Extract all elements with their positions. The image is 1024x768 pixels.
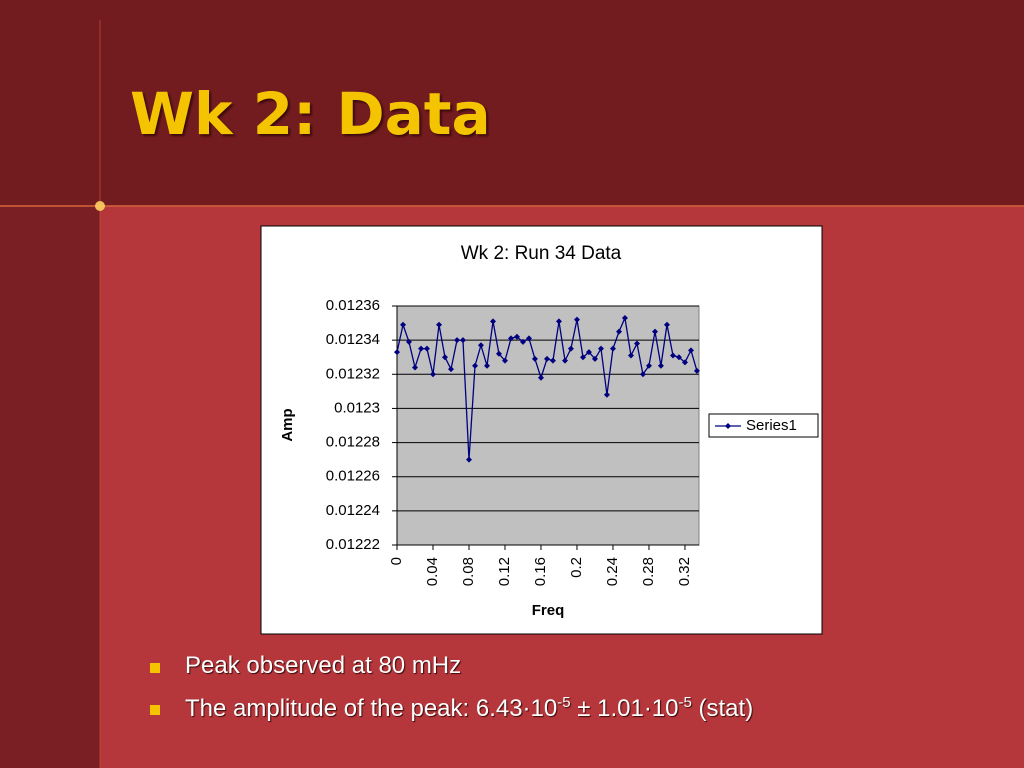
data-point xyxy=(585,349,592,356)
data-point xyxy=(693,367,700,374)
data-point xyxy=(627,352,634,359)
slide-title: Wk 2: Data xyxy=(130,80,491,148)
data-point xyxy=(465,456,472,463)
data-point xyxy=(663,321,670,328)
data-point xyxy=(441,354,448,361)
data-point xyxy=(675,354,682,361)
x-tick-label: 0.2 xyxy=(568,557,585,578)
x-tick-label: 0 xyxy=(388,557,405,565)
y-axis-label: Amp xyxy=(279,408,296,441)
bullet: The amplitude of the peak: 6.43·10-5 ± 1… xyxy=(148,694,753,736)
bullet-text: ± 1.01·10 xyxy=(570,695,679,722)
side-band xyxy=(0,206,100,768)
data-point xyxy=(447,366,454,373)
data-point xyxy=(490,318,497,325)
data-point xyxy=(633,340,640,347)
x-tick-label: 0.08 xyxy=(460,557,477,586)
x-tick-label: 0.16 xyxy=(532,557,549,586)
data-point xyxy=(555,318,562,325)
y-tick-label: 0.0123 xyxy=(334,399,380,416)
data-point xyxy=(394,349,400,356)
legend-marker xyxy=(725,423,731,429)
data-point xyxy=(483,362,490,369)
data-point xyxy=(537,374,544,381)
data-point xyxy=(501,357,508,364)
data-point xyxy=(526,335,533,342)
data-point xyxy=(508,335,515,342)
data-point xyxy=(621,314,628,321)
legend xyxy=(708,413,819,438)
y-tick-label: 0.01236 xyxy=(326,297,380,314)
data-point xyxy=(411,364,418,371)
bullet-list: Peak observed at 80 mHz The amplitude of… xyxy=(148,652,753,736)
data-point xyxy=(645,362,652,369)
data-point xyxy=(651,328,658,335)
data-point xyxy=(495,350,502,357)
data-point xyxy=(681,359,688,366)
plot-area xyxy=(396,305,700,546)
bullet-text: The amplitude of the peak: 6.43·10 xyxy=(185,695,558,722)
x-tick-label: 0.04 xyxy=(424,557,441,586)
y-tick-label: 0.01234 xyxy=(326,331,380,348)
data-point xyxy=(687,347,694,354)
data-point xyxy=(549,357,556,364)
data-point xyxy=(616,328,623,335)
x-axis-label: Freq xyxy=(532,602,565,619)
y-tick-label: 0.01228 xyxy=(326,434,380,451)
data-point xyxy=(459,337,466,344)
data-point xyxy=(573,316,580,323)
y-tick-label: 0.01224 xyxy=(326,502,380,519)
data-point xyxy=(472,362,479,369)
data-point xyxy=(436,321,443,328)
data-point xyxy=(598,345,605,352)
data-point xyxy=(429,371,436,378)
data-point xyxy=(400,321,407,328)
data-point xyxy=(519,338,526,345)
x-tick-label: 0.24 xyxy=(604,557,621,586)
y-tick-label: 0.01222 xyxy=(326,536,380,553)
data-point xyxy=(423,345,430,352)
x-tick-label: 0.28 xyxy=(640,557,657,586)
data-point xyxy=(454,337,461,344)
data-point xyxy=(477,342,484,349)
x-tick-label: 0.32 xyxy=(676,557,693,586)
superscript: -5 xyxy=(557,694,571,711)
chart-title: Wk 2: Run 34 Data xyxy=(461,243,622,264)
data-point xyxy=(669,352,676,359)
data-point xyxy=(609,345,616,352)
data-point xyxy=(531,355,538,362)
header-band xyxy=(0,0,1024,206)
bullet-text: (stat) xyxy=(691,695,754,722)
data-point xyxy=(603,391,610,398)
data-point xyxy=(580,354,587,361)
legend-label: Series1 xyxy=(746,417,797,434)
data-point xyxy=(418,345,425,352)
y-tick-label: 0.01226 xyxy=(326,468,380,485)
x-tick-label: 0.12 xyxy=(496,557,513,586)
superscript: -5 xyxy=(678,694,692,711)
data-point xyxy=(513,333,520,340)
y-tick-label: 0.01232 xyxy=(326,365,380,382)
data-point xyxy=(657,362,664,369)
data-point xyxy=(544,355,551,362)
data-point xyxy=(567,345,574,352)
data-point xyxy=(639,371,646,378)
data-point xyxy=(405,338,412,345)
bullet: Peak observed at 80 mHz xyxy=(148,652,753,694)
data-point xyxy=(591,355,598,362)
data-point xyxy=(562,357,569,364)
